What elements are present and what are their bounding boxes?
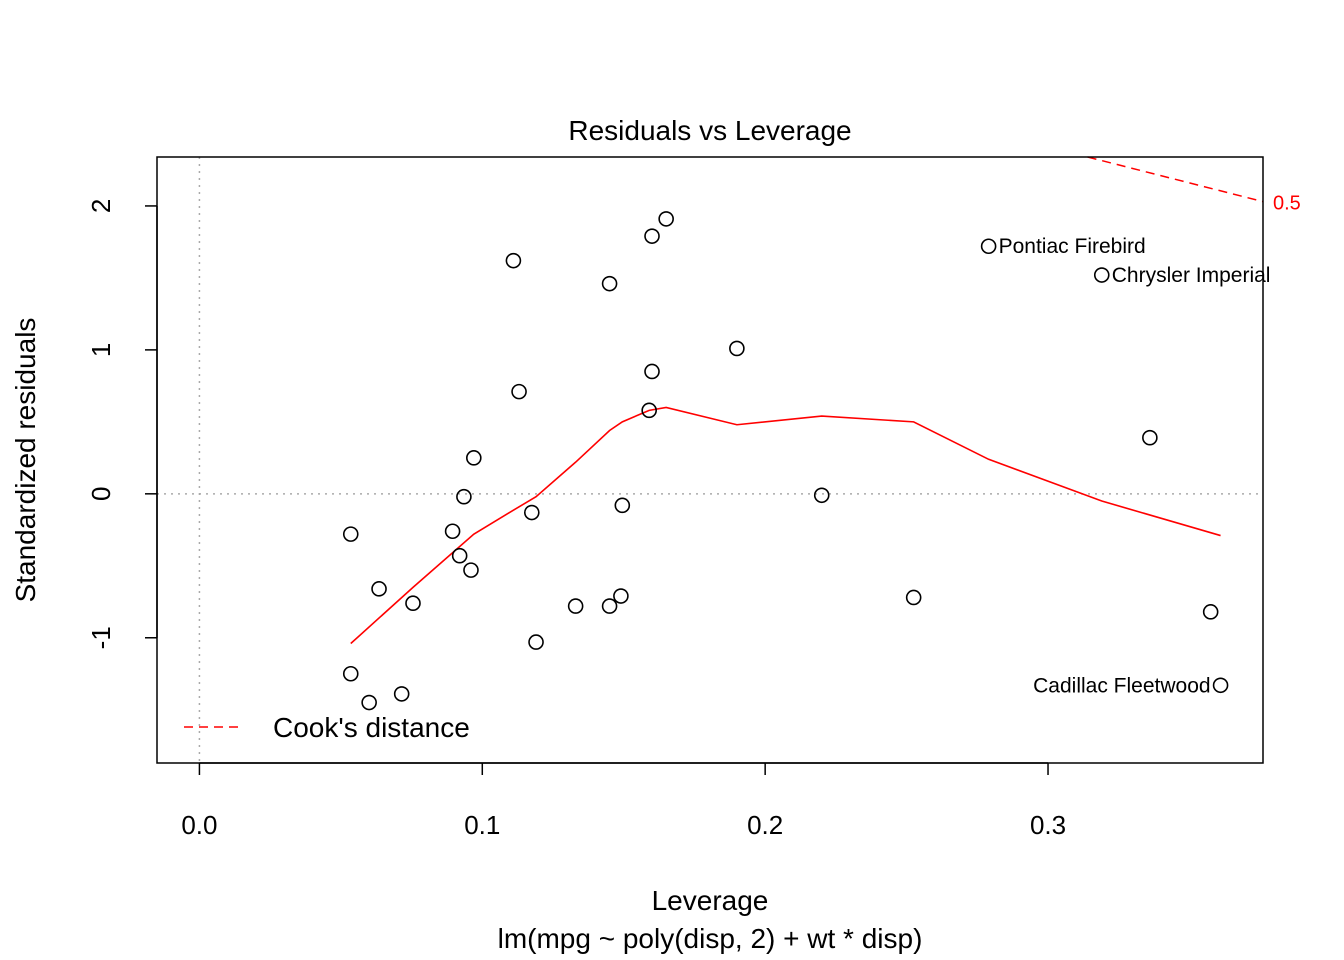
data-point [444,523,461,540]
y-tick-label: -1 [86,626,116,649]
data-point [1212,677,1229,694]
points-group [342,211,1229,711]
data-point [601,598,618,614]
data-point [405,595,421,612]
data-point [1202,604,1219,620]
cooks-distance-line [1087,156,1264,203]
data-point [342,526,359,542]
x-tick-label: 0.2 [747,810,783,840]
y-axis-label: Standardized residuals [10,318,41,603]
x-axis-label: Leverage [652,885,769,916]
data-point [528,634,544,650]
data-point [905,589,922,606]
data-point [1142,429,1158,446]
data-point [523,504,540,521]
point-label: Chrysler Imperial [1112,264,1271,287]
cooks-distance-group: 0.5 [1087,156,1301,215]
data-point [371,581,387,597]
data-point [729,340,745,357]
x-tick-label: 0.0 [181,810,217,840]
y-axis: -1 0 1 2 [86,199,158,649]
data-point [614,497,631,514]
data-point [641,402,657,419]
data-point [1093,267,1110,283]
data-point [813,487,830,504]
data-point [393,686,410,702]
legend-label-cooks-distance: Cook's distance [273,712,470,743]
smooth-line [350,406,1221,645]
data-point [342,665,359,682]
reference-lines [157,157,1263,763]
x-axis: 0.0 0.1 0.2 0.3 [181,762,1066,840]
chart-subtitle: lm(mpg ~ poly(disp, 2) + wt * disp) [498,923,923,954]
smooth-line-group [350,406,1221,645]
point-label: Pontiac Firebird [999,235,1146,258]
cooks-distance-level-label: 0.5 [1273,193,1301,215]
legend: Cook's distance [184,712,470,743]
x-tick-label: 0.3 [1030,810,1066,840]
point-labels-group: Pontiac Firebird Chrysler Imperial Cadilla… [999,235,1271,697]
data-point [466,450,482,466]
y-tick-label: 1 [86,343,116,357]
data-point [463,562,479,578]
chart-title: Residuals vs Leverage [568,115,851,146]
point-label: Cadillac Fleetwood [1033,674,1210,697]
data-point [601,275,618,292]
y-tick-label: 0 [86,487,116,501]
data-point [511,383,527,400]
data-point [567,598,584,614]
data-point [505,252,522,269]
data-point [456,488,472,505]
data-point [980,238,997,255]
x-tick-label: 0.1 [464,810,500,840]
data-point [644,228,660,244]
data-point [644,363,660,380]
data-point [451,547,468,564]
data-point [658,211,674,227]
data-point [361,694,377,711]
y-tick-label: 2 [86,199,116,213]
data-point [613,588,629,604]
